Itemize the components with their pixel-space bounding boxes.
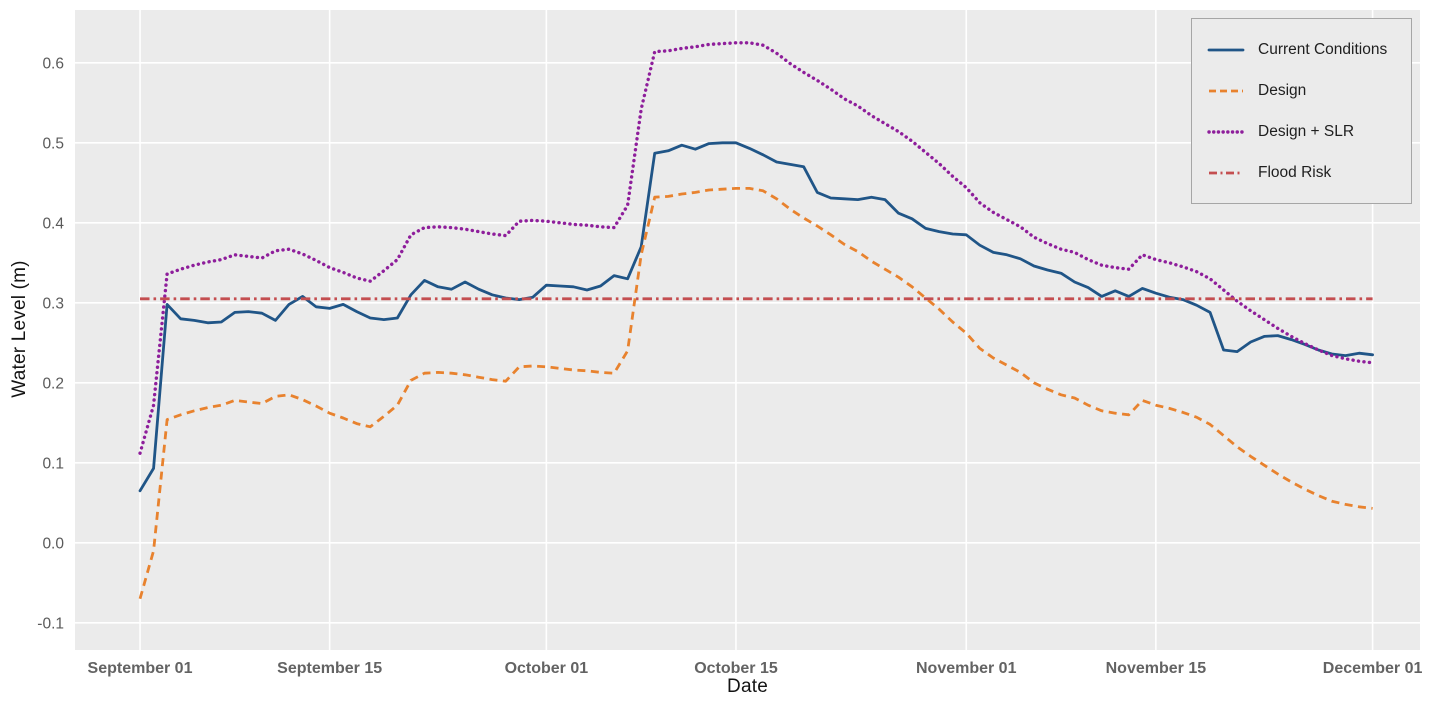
series-line-current-conditions: [138, 141, 1374, 493]
x-tick-label: December 01: [1323, 660, 1423, 677]
y-tick-label: 0.3: [42, 295, 64, 312]
series-line-design: [138, 186, 1373, 600]
x-tick-label: November 15: [1106, 660, 1207, 677]
y-tick-label: 0.1: [42, 455, 64, 472]
legend-label-design: Design: [1258, 81, 1307, 99]
legend-line-sample-design: [1209, 89, 1243, 92]
legend-line-sample-design-slr: [1207, 129, 1245, 134]
legend-entry-current-conditions: Current Conditions: [1207, 29, 1401, 70]
legend: Current Conditions Design Design + SLR Floo…: [1191, 18, 1412, 204]
x-tick-label: October 15: [694, 660, 778, 677]
y-tick-label: 0.6: [42, 55, 64, 72]
legend-label-flood-risk: Flood Risk: [1258, 163, 1332, 181]
series-line-design-slr: [138, 41, 1375, 455]
y-tick-label: -0.1: [37, 615, 64, 632]
y-tick-label: 0.4: [42, 215, 64, 232]
x-tick-label: September 15: [277, 660, 382, 677]
y-axis-title: Water Level (m): [9, 260, 30, 398]
legend-line-sample-current-conditions: [1207, 48, 1245, 51]
x-tick-label: October 01: [505, 660, 589, 677]
legend-entry-design: Design: [1207, 70, 1401, 111]
y-tick-label: 0.0: [42, 535, 64, 552]
legend-entry-design-slr: Design + SLR: [1207, 111, 1401, 152]
legend-entry-flood-risk: Flood Risk: [1207, 152, 1401, 193]
x-tick-label: September 01: [88, 660, 193, 677]
x-tick-label: November 01: [916, 660, 1017, 677]
x-axis-title: Date: [727, 676, 768, 697]
y-tick-label: 0.5: [42, 135, 64, 152]
legend-line-sample-flood-risk: [1209, 171, 1243, 174]
y-tick-label: 0.2: [42, 375, 64, 392]
legend-label-design-slr: Design + SLR: [1258, 122, 1355, 140]
legend-label-current-conditions: Current Conditions: [1258, 40, 1388, 58]
